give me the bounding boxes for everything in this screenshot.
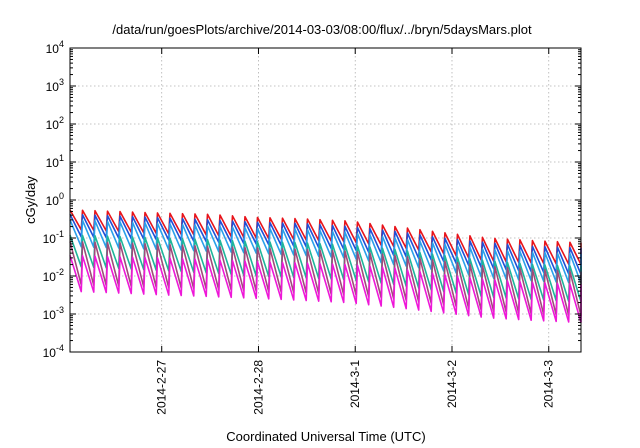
y-axis-label: cGy/day [23,176,38,224]
plot-frame [69,47,582,353]
y-axis: 10-4 10-3 10-2 10-1 100 101 102 103 104 [43,39,581,360]
y-tick-label: 10-3 [43,305,64,322]
y-tick-label: 100 [46,191,64,208]
series-line-5 [69,241,582,317]
x-tick-label: 2014-3-2 [445,360,459,408]
y-tick-label: 101 [46,153,64,170]
y-tick-label: 10-4 [43,343,64,360]
x-tick-label: 2014-2-27 [155,360,169,415]
x-axis-label: Coordinated Universal Time (UTC) [226,429,425,444]
x-axis: 2014-2-27 2014-2-28 2014-3-1 2014-3-2 2014-3… [155,48,556,415]
x-tick-label: 2014-3-1 [348,360,362,408]
y-tick-label: 103 [46,77,64,94]
x-tick-label: 2014-3-3 [542,360,556,408]
y-tick-label: 104 [46,39,64,56]
series-line-6 [69,254,582,324]
plot-area [69,209,582,324]
y-tick-label: 102 [46,115,64,132]
y-tick-label: 10-2 [43,267,64,284]
y-tick-label: 10-1 [43,229,64,246]
x-tick-label: 2014-2-28 [251,360,265,415]
chart-title: /data/run/goesPlots/archive/2014-03-03/0… [112,22,532,37]
